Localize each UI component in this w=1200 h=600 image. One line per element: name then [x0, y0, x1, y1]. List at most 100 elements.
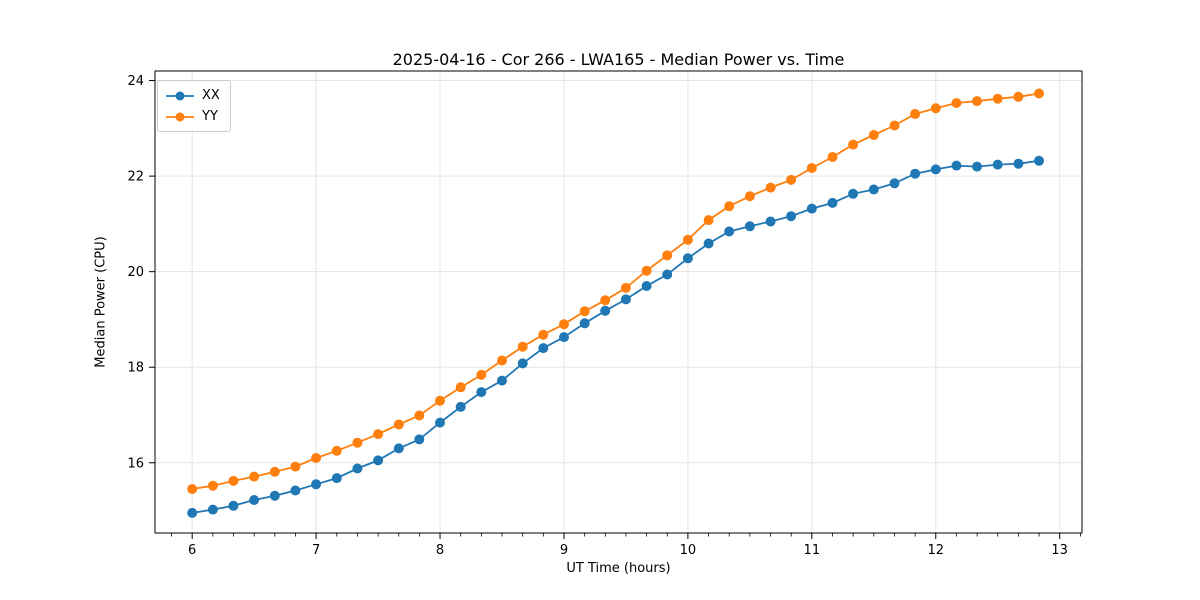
y-tick-label: 18 [127, 361, 144, 376]
x-tick-label: 8 [436, 543, 444, 558]
x-tick-label: 9 [560, 543, 568, 558]
data-point-yy [848, 139, 859, 150]
x-tick-label: 11 [804, 543, 821, 558]
data-point-yy [249, 471, 260, 482]
x-axis-label: UT Time (hours) [566, 561, 671, 576]
data-point-yy [765, 182, 776, 193]
legend-label: YY [202, 109, 218, 124]
data-point-yy [311, 453, 322, 463]
y-tick-label: 20 [127, 265, 144, 280]
data-point-yy [373, 429, 384, 440]
legend-item-yy: YY [165, 106, 220, 127]
data-point-yy [724, 201, 735, 212]
data-point-yy [476, 369, 487, 380]
data-point-xx [662, 269, 673, 280]
data-point-xx [827, 197, 838, 208]
data-point-yy [579, 306, 590, 317]
legend-swatch-yy [165, 111, 195, 123]
data-point-yy [393, 419, 404, 430]
data-point-xx [559, 332, 569, 343]
data-point-yy [1034, 88, 1044, 99]
data-point-xx [641, 281, 652, 291]
x-tick-label: 13 [1051, 543, 1068, 558]
data-point-yy [972, 96, 982, 107]
y-tick-label: 24 [127, 74, 144, 89]
data-point-xx [538, 343, 549, 354]
data-point-yy [497, 355, 507, 366]
data-point-xx [910, 168, 921, 179]
data-point-yy [559, 319, 569, 330]
data-point-xx [682, 253, 693, 264]
data-point-xx [497, 375, 507, 386]
data-point-yy [1013, 91, 1024, 102]
data-point-yy [951, 98, 962, 108]
legend-item-xx: XX [165, 85, 220, 106]
data-point-xx [848, 188, 859, 199]
data-point-xx [951, 160, 962, 171]
data-point-yy [868, 130, 879, 140]
data-point-xx [352, 463, 363, 474]
data-point-xx [187, 507, 198, 518]
data-point-yy [910, 109, 921, 119]
data-point-xx [972, 161, 982, 172]
data-point-xx [930, 164, 941, 175]
data-point-xx [455, 401, 466, 412]
data-point-xx [1013, 158, 1024, 169]
data-point-yy [827, 152, 838, 162]
data-point-xx [806, 203, 817, 214]
data-point-xx [889, 178, 900, 189]
data-point-xx [311, 479, 322, 490]
data-point-xx [331, 473, 342, 484]
x-tick-label: 10 [680, 543, 697, 558]
data-point-yy [682, 234, 693, 245]
x-tick-label: 12 [927, 543, 944, 558]
data-point-xx [517, 358, 528, 369]
data-point-xx [269, 490, 280, 501]
y-tick-label: 16 [127, 456, 144, 471]
data-point-yy [744, 191, 755, 202]
data-point-xx [373, 455, 384, 466]
series-line-yy [192, 92, 1040, 490]
x-tick-label: 7 [312, 543, 320, 558]
data-point-yy [207, 480, 218, 491]
data-point-xx [868, 184, 879, 195]
axes-spines [154, 70, 1083, 534]
line-marker-icon [166, 112, 194, 121]
data-point-yy [992, 93, 1003, 104]
data-point-yy [290, 461, 301, 472]
data-point-xx [1034, 155, 1044, 166]
data-point-yy [786, 174, 797, 185]
data-point-yy [930, 103, 941, 114]
data-point-xx [435, 417, 445, 428]
data-point-yy [414, 410, 425, 421]
legend: XX YY [157, 80, 231, 132]
data-point-yy [435, 395, 445, 406]
data-point-yy [600, 295, 611, 306]
data-point-xx [703, 238, 714, 249]
x-tick-label: 6 [188, 543, 196, 558]
data-point-yy [889, 120, 900, 131]
data-point-yy [269, 466, 280, 477]
data-point-yy [806, 163, 817, 173]
legend-swatch-xx [165, 90, 195, 102]
data-point-xx [786, 211, 797, 222]
data-point-xx [765, 216, 776, 227]
chart-title: 2025-04-16 - Cor 266 - LWA165 - Median P… [392, 50, 845, 69]
data-point-xx [992, 159, 1003, 170]
y-tick-label: 22 [127, 170, 144, 185]
data-point-xx [620, 294, 631, 305]
data-point-yy [187, 484, 198, 494]
data-point-xx [579, 318, 590, 329]
data-point-yy [641, 265, 652, 276]
data-point-yy [331, 445, 342, 456]
data-point-xx [476, 387, 487, 398]
data-point-yy [517, 341, 528, 352]
data-point-xx [228, 500, 239, 511]
data-point-yy [538, 329, 549, 340]
data-point-xx [393, 443, 404, 454]
data-point-xx [249, 495, 260, 505]
y-axis-label: Median Power (CPU) [93, 236, 109, 368]
line-marker-icon [166, 91, 194, 100]
